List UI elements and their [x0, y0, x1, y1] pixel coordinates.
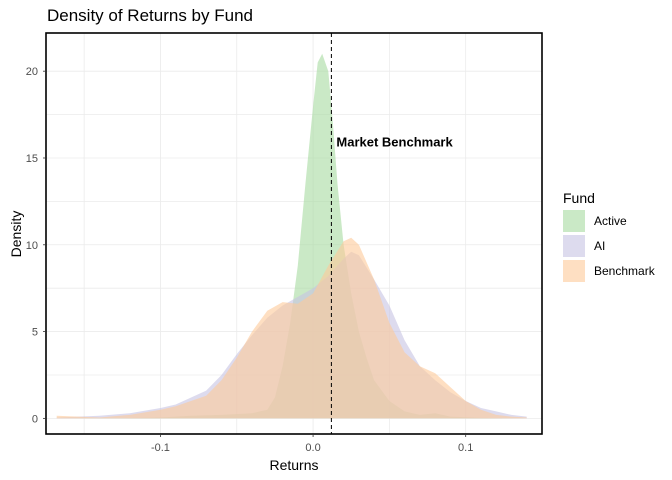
chart-title: Density of Returns by Fund: [47, 6, 253, 25]
legend-swatch-ai: [563, 235, 585, 257]
grid-lines: [46, 33, 542, 434]
x-tick-label: 0.1: [458, 442, 473, 454]
y-tick-label: 20: [26, 66, 38, 78]
y-tick-label: 10: [26, 240, 38, 252]
legend-label-benchmark: Benchmark: [594, 264, 656, 278]
y-tick-label: 5: [32, 327, 38, 339]
legend-swatch-benchmark: [563, 260, 585, 282]
x-axis-title: Returns: [269, 457, 318, 473]
y-axis-ticks: 0 5 10 15 20: [26, 66, 46, 425]
x-tick-label: 0.0: [305, 442, 320, 454]
legend: Fund Active AI Benchmark: [563, 190, 656, 282]
legend-label-active: Active: [594, 214, 627, 228]
y-tick-label: 15: [26, 153, 38, 165]
panel-border: [45, 32, 543, 435]
legend-label-ai: AI: [594, 239, 605, 253]
y-axis-title: Density: [8, 211, 24, 258]
density-area-benchmark: [56, 237, 527, 419]
y-tick-label: 0: [32, 413, 38, 425]
x-axis-ticks: -0.1 0.0 0.1: [151, 434, 473, 454]
benchmark-vline: Market Benchmark: [330, 33, 453, 434]
legend-title: Fund: [563, 190, 595, 206]
x-tick-label: -0.1: [151, 442, 170, 454]
density-areas: [56, 53, 527, 419]
benchmark-label: Market Benchmark: [336, 134, 453, 149]
legend-swatch-active: [563, 210, 585, 232]
